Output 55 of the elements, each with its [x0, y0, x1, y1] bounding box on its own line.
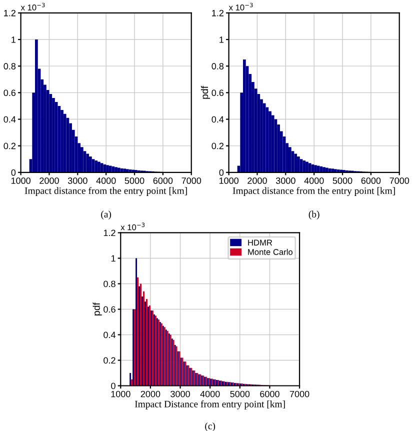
- text: (b): [308, 210, 320, 220]
- y-tick-label: 0.2: [104, 357, 116, 364]
- x-tick-label: 4000: [200, 390, 220, 398]
- x-tick-label: 1000: [219, 178, 238, 184]
- y-tick-label: 0: [11, 169, 16, 176]
- y-tick-label: 0: [111, 382, 116, 390]
- y-tick-label: 1.2: [212, 10, 224, 16]
- x-tick-label: 7000: [182, 178, 202, 184]
- text: x 10$^{−3}$: [228, 2, 253, 10]
- x-axis-title: Impact distance from the entry point [km]: [232, 187, 395, 196]
- y-tick-label: 0: [219, 169, 224, 176]
- y-tick-label: 1: [220, 36, 224, 43]
- y-tick-label: 0.4: [4, 116, 16, 123]
- x-tick-label: 2000: [140, 390, 160, 398]
- text: (a): [101, 210, 112, 220]
- y-tick-label: 1.2: [104, 230, 116, 236]
- y-tick-label: 1: [12, 36, 16, 43]
- y-tick-label: 0.4: [104, 332, 116, 338]
- x-tick-label: 1000: [11, 178, 30, 184]
- x-tick-label: 2000: [40, 178, 59, 184]
- text: x 10$^{−3}$: [20, 2, 45, 10]
- x-tick-label: 2000: [248, 178, 267, 184]
- text: (c): [205, 422, 216, 431]
- x-tick-label: 5000: [332, 178, 352, 184]
- y-tick-label: 0.6: [4, 90, 16, 96]
- x-tick-label: 6000: [260, 390, 280, 398]
- x-tick-label: 4000: [304, 178, 324, 184]
- y-tick-label: 0.2: [4, 142, 16, 150]
- x-tick-label: 5000: [124, 178, 144, 184]
- y-tick-label: 0.8: [212, 63, 224, 70]
- y-tick-label: 1: [111, 255, 116, 262]
- x-tick-label: 1000: [111, 390, 130, 398]
- x-tick-label: 3000: [170, 390, 190, 398]
- legend-label: HDMR: [248, 240, 272, 246]
- x-tick-label: 3000: [68, 178, 88, 184]
- y-tick-label: 0.8: [4, 63, 16, 70]
- x-tick-label: 6000: [153, 178, 173, 184]
- x-tick-label: 4000: [96, 178, 116, 184]
- text: x 10$^{−3}$: [120, 222, 145, 230]
- legend-label: Monte Carlo: [248, 248, 293, 255]
- x-tick-label: 5000: [230, 390, 250, 398]
- y-tick-label: 0.6: [104, 306, 116, 313]
- x-axis-title: Impact Distance from entry point [km]: [134, 400, 285, 410]
- x-tick-label: 6000: [361, 178, 381, 184]
- y-tick-label: 0.6: [212, 90, 224, 96]
- x-tick-label: 7000: [290, 390, 310, 398]
- x-axis-title: Impact distance from the entry point [km]: [24, 187, 187, 196]
- y-tick-label: 0.4: [212, 116, 224, 123]
- y-axis-title: pdf: [200, 86, 210, 99]
- x-tick-label: 7000: [390, 178, 410, 184]
- y-tick-label: 0.8: [104, 280, 116, 288]
- y-tick-label: 1.2: [4, 10, 16, 16]
- x-tick-label: 3000: [276, 178, 296, 184]
- y-axis-title: pdf: [92, 302, 102, 316]
- y-tick-label: 0.2: [212, 142, 224, 150]
